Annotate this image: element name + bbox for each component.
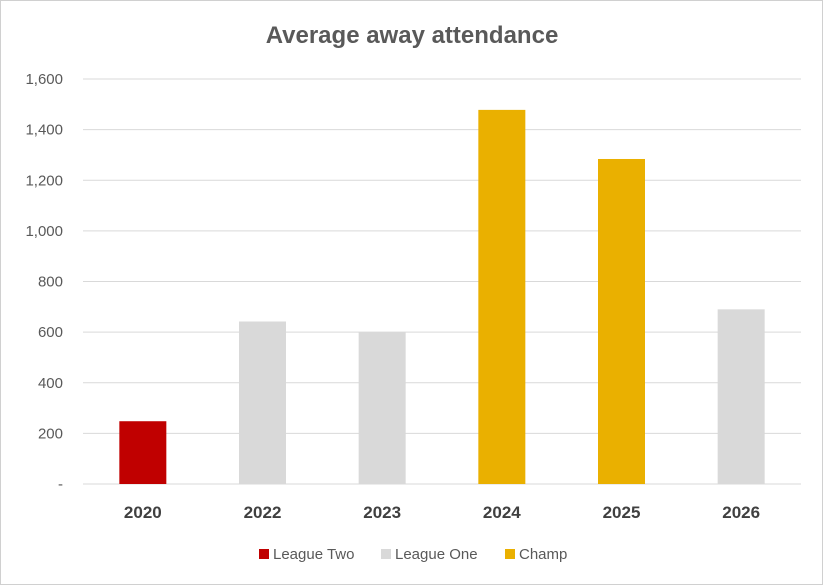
legend: League Two League One Champ	[259, 546, 567, 563]
x-tick-label: 2025	[603, 503, 641, 522]
y-tick-label: 1,400	[25, 122, 63, 139]
legend-label: Champ	[519, 546, 567, 563]
bar	[239, 321, 286, 484]
y-tick-label: -	[58, 476, 63, 493]
x-tick-label: 2026	[722, 503, 760, 522]
x-axis-ticks: 2020 2022 2023 2024 2025 2026	[124, 503, 760, 522]
gridlines	[83, 78, 801, 485]
bars	[119, 109, 765, 485]
bar	[717, 309, 765, 484]
x-tick-label: 2020	[124, 503, 162, 522]
legend-label: League One	[395, 546, 478, 563]
x-tick-label: 2024	[483, 503, 521, 522]
legend-label: League Two	[273, 546, 354, 563]
y-tick-label: 1,600	[25, 71, 63, 88]
legend-swatch	[381, 549, 391, 559]
bar	[119, 421, 167, 484]
chart-title: Average away attendance	[266, 22, 559, 49]
bar	[478, 109, 526, 484]
y-tick-label: 800	[38, 274, 63, 291]
legend-swatch	[505, 549, 515, 559]
bar	[598, 158, 645, 485]
y-tick-label: 400	[38, 375, 63, 392]
y-tick-label: 600	[38, 324, 63, 341]
y-tick-label: 200	[38, 425, 63, 442]
y-axis-ticks: - 200 400 600 800 1,000 1,200 1,400 1,600	[25, 71, 63, 493]
bar	[358, 332, 406, 484]
y-tick-label: 1,200	[25, 172, 63, 189]
x-tick-label: 2022	[244, 503, 282, 522]
y-tick-label: 1,000	[25, 223, 63, 240]
legend-swatch	[259, 549, 269, 559]
x-tick-label: 2023	[363, 503, 401, 522]
